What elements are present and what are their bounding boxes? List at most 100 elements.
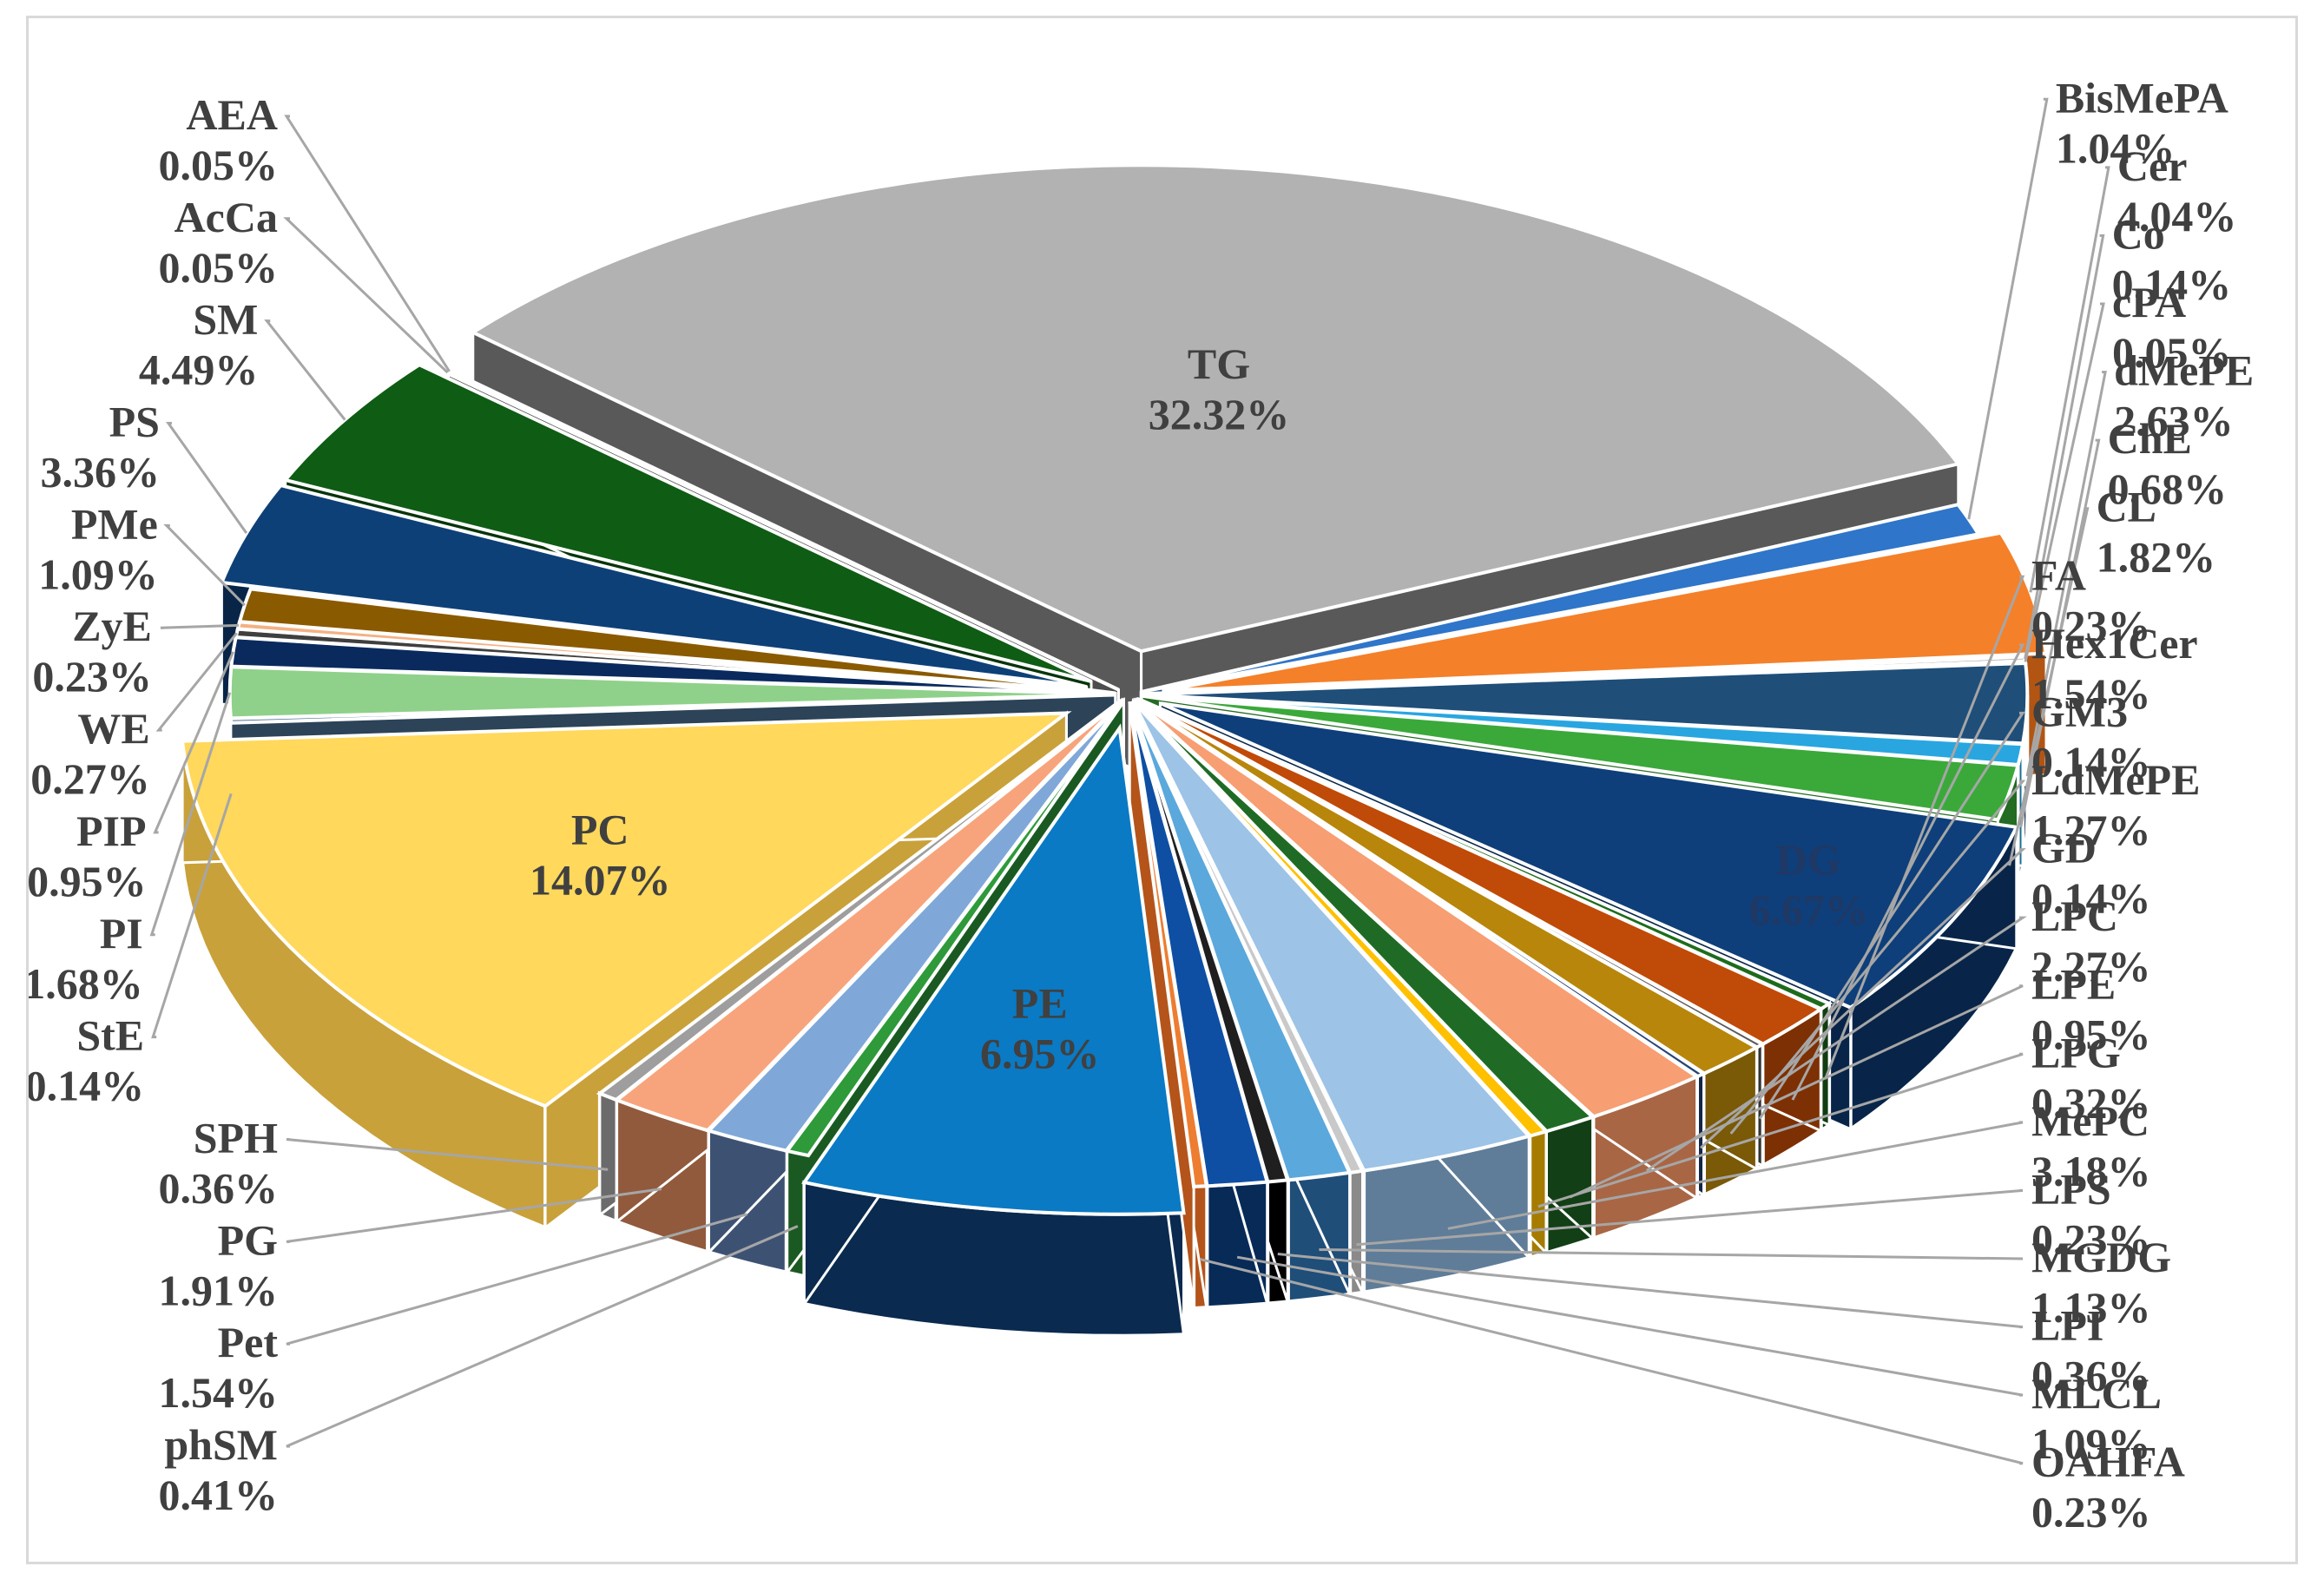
label-value-sm: 4.49% (139, 345, 259, 394)
label-name-we: WE (77, 704, 149, 753)
leader-acca (283, 217, 449, 374)
label-phsm: phSM 0.41% (159, 1420, 279, 1519)
leader-oahfa (1200, 1258, 2024, 1465)
label-value-oahfa: 0.23% (2031, 1488, 2151, 1537)
label-ldmepe: LdMePE 1.27% (2031, 755, 2200, 854)
label-value-acca: 0.05% (159, 243, 279, 292)
label-value-pip: 0.95% (27, 857, 147, 905)
leader-ps (165, 422, 248, 534)
slice-pe (801, 723, 1186, 1216)
slice-pc (180, 711, 1072, 1109)
label-name-co: Co (2112, 209, 2165, 258)
label-pet: Pet 1.54% (159, 1318, 279, 1417)
slice-ps (219, 483, 1088, 689)
label-we: WE 0.27% (30, 704, 150, 803)
label-cer: Cer 4.04% (2117, 141, 2237, 240)
label-value-dg: 6.67% (1748, 885, 1868, 934)
label-value-lpi: 0.36% (2031, 1352, 2151, 1400)
label-lps: LPS 0.23% (2031, 1164, 2151, 1263)
label-name-pet: Pet (218, 1318, 279, 1366)
label-value-pme: 1.09% (38, 550, 158, 598)
label-lpg: LPG 0.32% (2031, 1028, 2151, 1127)
label-value-lps: 0.23% (2031, 1214, 2151, 1263)
label-bismepa: BisMePA 1.04% (2056, 73, 2229, 172)
label-value-cer: 4.04% (2117, 192, 2237, 240)
label-lpi: LPI 0.36% (2031, 1301, 2151, 1400)
label-value-hex1cer: 1.54% (2031, 669, 2151, 718)
label-name-cer: Cer (2117, 141, 2188, 190)
label-name-dmepe: dMePE (2114, 346, 2254, 395)
label-name-ste: StE (76, 1011, 144, 1060)
slice-sm (282, 362, 1092, 683)
label-dg: DG 6.67% (1748, 835, 1868, 934)
label-name-zye: ZyE (72, 602, 152, 650)
label-value-pet: 1.54% (159, 1368, 279, 1417)
leader-pet (286, 1213, 748, 1346)
label-value-lpc: 2.27% (2031, 942, 2151, 990)
label-value-zye: 0.23% (32, 652, 152, 701)
label-value-lpe: 0.95% (2031, 1010, 2151, 1059)
label-value-ldmepe: 1.27% (2031, 806, 2151, 854)
label-name-pme: PMe (71, 499, 158, 548)
leader-phsm (286, 1225, 799, 1448)
label-value-cpa: 0.05% (2112, 328, 2232, 377)
label-pi: PI 1.68% (23, 909, 143, 1008)
leader-bismepa (1967, 97, 2049, 520)
label-name-mlcl: MLCL (2031, 1369, 2162, 1418)
label-value-mgdg: 1.13% (2031, 1283, 2151, 1332)
pie-top-faces (180, 163, 2049, 1216)
leader-lps (1356, 1188, 2024, 1247)
label-value-pg: 1.91% (159, 1266, 279, 1314)
label-name-lpc: LPC (2031, 892, 2118, 940)
label-name-mgdg: MGDG (2031, 1233, 2171, 1281)
label-value-phsm: 0.41% (159, 1471, 279, 1519)
label-name-cl: CL (2097, 483, 2156, 531)
label-value-co: 0.14% (2112, 260, 2232, 308)
label-value-we: 0.27% (30, 754, 150, 803)
label-value-mepc: 3.18% (2031, 1147, 2151, 1195)
label-value-mlcl: 1.09% (2031, 1419, 2151, 1468)
label-name-mepc: MePC (2031, 1096, 2150, 1145)
leader-zye (160, 623, 239, 629)
leader-mlcl (1236, 1255, 2024, 1397)
label-gm3: GM3 0.14% (2031, 687, 2151, 786)
slice-labels: TG 32.32%DG 6.67%PE 6.95%PC 14.07%BisMePA 1.0… (23, 73, 2254, 1536)
label-co: Co 0.14% (2112, 209, 2232, 308)
label-value-bismepa: 1.04% (2056, 123, 2176, 172)
chart-frame (26, 16, 2298, 1564)
label-name-phsm: phSM (164, 1420, 278, 1469)
leader-co (2024, 234, 2105, 660)
leader-we (155, 632, 238, 732)
label-pg: PG 1.91% (159, 1215, 279, 1314)
label-value-pi: 1.68% (23, 959, 143, 1008)
leader-lpg (1537, 1052, 2024, 1208)
label-name-che: ChE (2108, 414, 2192, 463)
leader-cl (2008, 507, 2090, 866)
label-gd: GD 0.14% (2031, 824, 2151, 923)
leader-lines (149, 97, 2110, 1465)
label-ps: PS 3.36% (40, 398, 160, 497)
label-name-dg: DG (1776, 835, 1841, 884)
label-name-cpa: cPA (2112, 278, 2186, 326)
label-mgdg: MGDG 1.13% (2031, 1233, 2171, 1332)
label-value-fa: 0.23% (2031, 601, 2151, 649)
label-sm: SM 4.49% (139, 295, 259, 394)
label-name-pe: PE (1012, 978, 1068, 1027)
label-value-tg: 32.32% (1149, 390, 1290, 438)
label-che: ChE 0.68% (2108, 414, 2228, 513)
label-value-lpg: 0.32% (2031, 1078, 2151, 1127)
label-ste: StE 0.14% (25, 1011, 145, 1110)
leader-dmepe (2025, 371, 2107, 777)
leader-pi (149, 692, 232, 937)
label-mlcl: MLCL 1.09% (2031, 1369, 2162, 1468)
label-value-sph: 0.36% (159, 1164, 279, 1213)
slice-pme (237, 587, 1116, 695)
label-name-acca: AcCa (174, 193, 278, 241)
leader-cer (2029, 166, 2110, 593)
label-pe: PE 6.95% (980, 978, 1100, 1077)
label-name-ps: PS (109, 398, 160, 446)
leader-pip (153, 651, 234, 834)
leader-ldmepe (1729, 780, 2026, 1135)
leader-mepc (1447, 1121, 2024, 1230)
